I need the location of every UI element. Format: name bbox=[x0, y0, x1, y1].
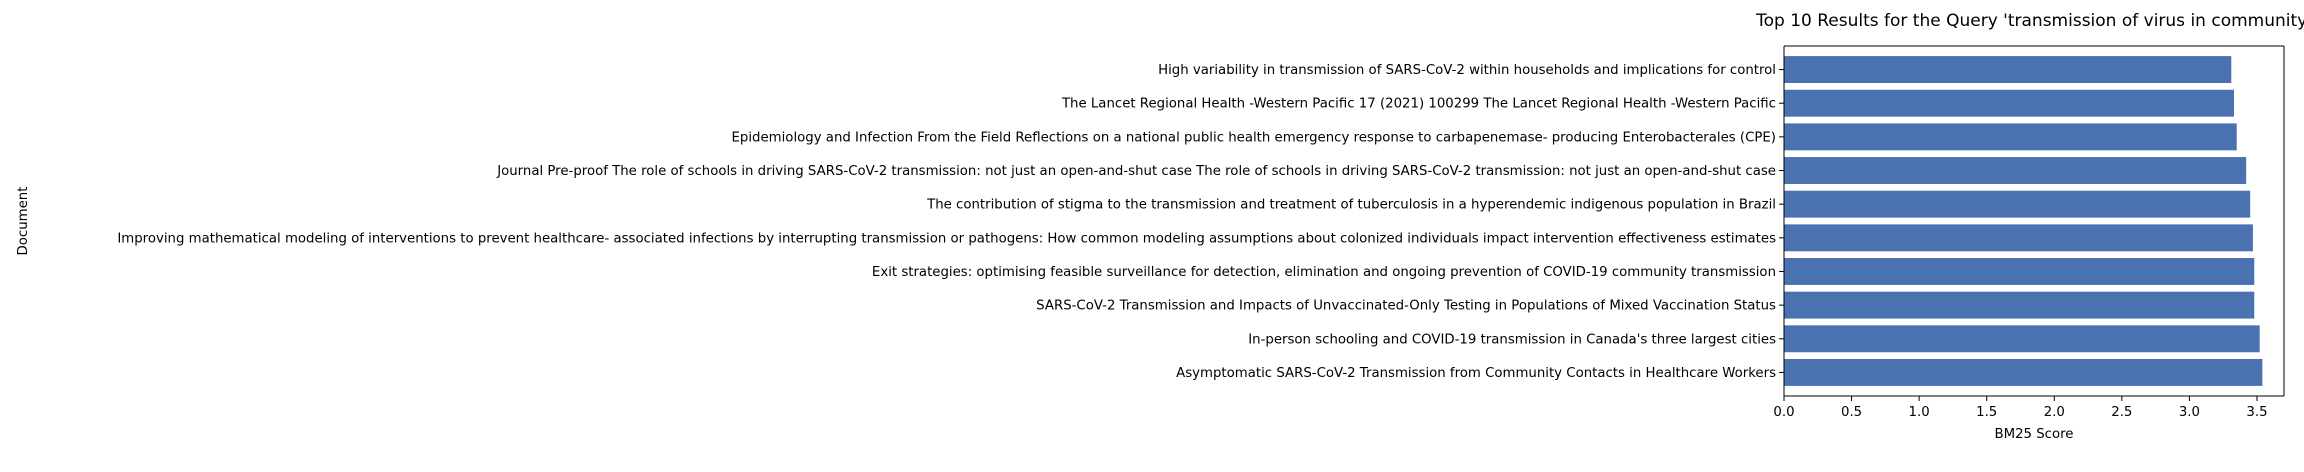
y-tick-label: Exit strategies: optimising feasible sur… bbox=[872, 265, 1776, 280]
axes-spines bbox=[1783, 45, 2285, 397]
y-tick-label: In-person schooling and COVID-19 transmi… bbox=[1248, 332, 1776, 347]
x-tick-label: 1.0 bbox=[1909, 405, 1930, 420]
x-tick-label: 0.0 bbox=[1773, 405, 1794, 420]
x-ticks: 0.0 0.5 1.0 1.5 2.0 2.5 3.0 3.5 bbox=[1773, 396, 2268, 420]
bar bbox=[1784, 325, 2260, 353]
bar bbox=[1784, 89, 2234, 117]
bar bbox=[1784, 157, 2247, 184]
bar bbox=[1784, 358, 2263, 386]
bars-group bbox=[1784, 56, 2263, 386]
bar bbox=[1784, 258, 2255, 285]
x-tick-label: 2.5 bbox=[2111, 405, 2132, 420]
bar bbox=[1784, 291, 2255, 319]
y-tick-label: Journal Pre-proof The role of schools in… bbox=[496, 164, 1776, 179]
bar bbox=[1784, 190, 2251, 218]
x-tick-label: 3.5 bbox=[2246, 405, 2267, 420]
y-tick-label: Asymptomatic SARS-CoV-2 Transmission fro… bbox=[1176, 366, 1776, 381]
y-tick-label: The Lancet Regional Health -Western Paci… bbox=[1061, 97, 1776, 112]
y-tick-label: Epidemiology and Infection From the Fiel… bbox=[732, 130, 1777, 145]
x-tick-label: 0.5 bbox=[1841, 405, 1862, 420]
y-tick-label: The contribution of stigma to the transm… bbox=[926, 198, 1776, 213]
y-tick-labels: Asymptomatic SARS-CoV-2 Transmission fro… bbox=[117, 63, 1784, 381]
y-tick-label: Improving mathematical modeling of inter… bbox=[117, 231, 1776, 246]
bar bbox=[1784, 224, 2253, 252]
chart-title: Top 10 Results for the Query 'transmissi… bbox=[1755, 11, 2304, 31]
y-axis-label: Document bbox=[16, 187, 31, 256]
x-tick-label: 2.0 bbox=[2044, 405, 2065, 420]
x-tick-label: 3.0 bbox=[2179, 405, 2200, 420]
y-tick-label: SARS-CoV-2 Transmission and Impacts of U… bbox=[1036, 299, 1776, 314]
x-tick-label: 1.5 bbox=[1976, 405, 1997, 420]
y-tick-label: High variability in transmission of SARS… bbox=[1158, 63, 1776, 78]
bar bbox=[1784, 56, 2232, 84]
x-axis-label: BM25 Score bbox=[1995, 427, 2074, 442]
bar bbox=[1784, 123, 2237, 151]
